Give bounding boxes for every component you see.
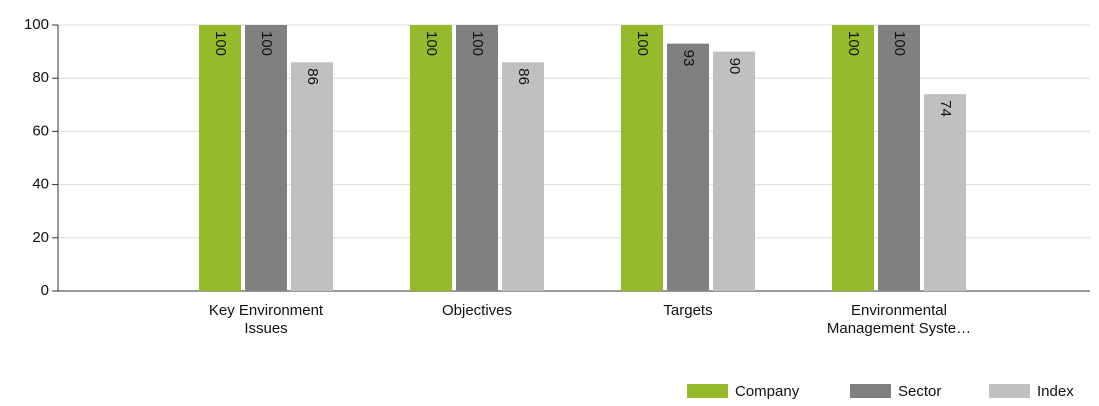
- y-tick-label: 100: [24, 16, 49, 33]
- value-label: 86: [304, 68, 321, 85]
- value-label: 86: [515, 68, 532, 85]
- y-tick-label: 60: [32, 122, 49, 139]
- x-tick-label: Targets: [663, 302, 713, 319]
- y-tick-label: 20: [32, 229, 49, 246]
- bar: [456, 25, 498, 291]
- legend-swatch: [687, 384, 728, 398]
- legend-swatch: [850, 384, 891, 398]
- x-tick-label: Objectives: [441, 302, 513, 319]
- bar: [245, 25, 287, 291]
- x-tick-label: Key Environment Issues: [208, 302, 324, 337]
- legend-label: Index: [1037, 383, 1074, 400]
- bar: [924, 94, 966, 291]
- legend-label: Company: [735, 383, 800, 400]
- bar: [502, 62, 544, 291]
- legend-label: Sector: [898, 383, 941, 400]
- value-label: 100: [212, 31, 229, 56]
- x-tick-label: Environmental Management Syste…: [826, 302, 972, 337]
- y-tick-label: 80: [32, 69, 49, 86]
- bar: [878, 25, 920, 291]
- bar: [291, 62, 333, 291]
- bar: [621, 25, 663, 291]
- bar: [410, 25, 452, 291]
- value-label: 100: [423, 31, 440, 56]
- bar: [667, 43, 709, 292]
- legend-swatch: [989, 384, 1030, 398]
- value-label: 100: [469, 31, 486, 56]
- value-label: 74: [937, 100, 954, 117]
- y-tick-label: 0: [41, 282, 49, 299]
- bar: [832, 25, 874, 291]
- value-label: 100: [845, 31, 862, 56]
- value-label: 90: [726, 58, 743, 75]
- bar: [199, 25, 241, 291]
- value-label: 100: [891, 31, 908, 56]
- value-label: 100: [258, 31, 275, 56]
- y-tick-label: 40: [32, 176, 49, 193]
- bar: [713, 51, 755, 291]
- value-label: 93: [680, 50, 697, 67]
- value-label: 100: [634, 31, 651, 56]
